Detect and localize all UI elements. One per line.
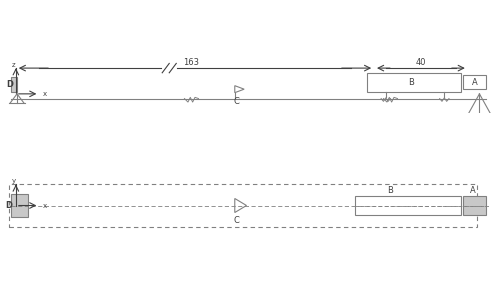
Polygon shape [235,86,244,93]
Text: z: z [12,61,16,68]
Text: D: D [6,201,12,210]
Bar [11,77,17,92]
Bar [463,196,486,215]
Text: B: B [388,186,394,195]
Text: C: C [233,216,239,225]
Text: A: A [472,78,478,87]
Polygon shape [235,198,246,213]
Text: C: C [233,97,239,106]
Bar [367,73,460,92]
Text: 163: 163 [184,58,200,67]
Text: 40: 40 [416,58,426,67]
Text: y: y [12,178,16,184]
Text: x: x [43,202,47,209]
Text: x: x [43,91,47,97]
Text: D: D [6,80,14,89]
Bar [463,75,486,89]
Text: B: B [408,78,414,87]
Bar [11,194,28,217]
Bar [9,184,477,226]
Text: A: A [470,186,476,195]
Bar [356,196,461,215]
